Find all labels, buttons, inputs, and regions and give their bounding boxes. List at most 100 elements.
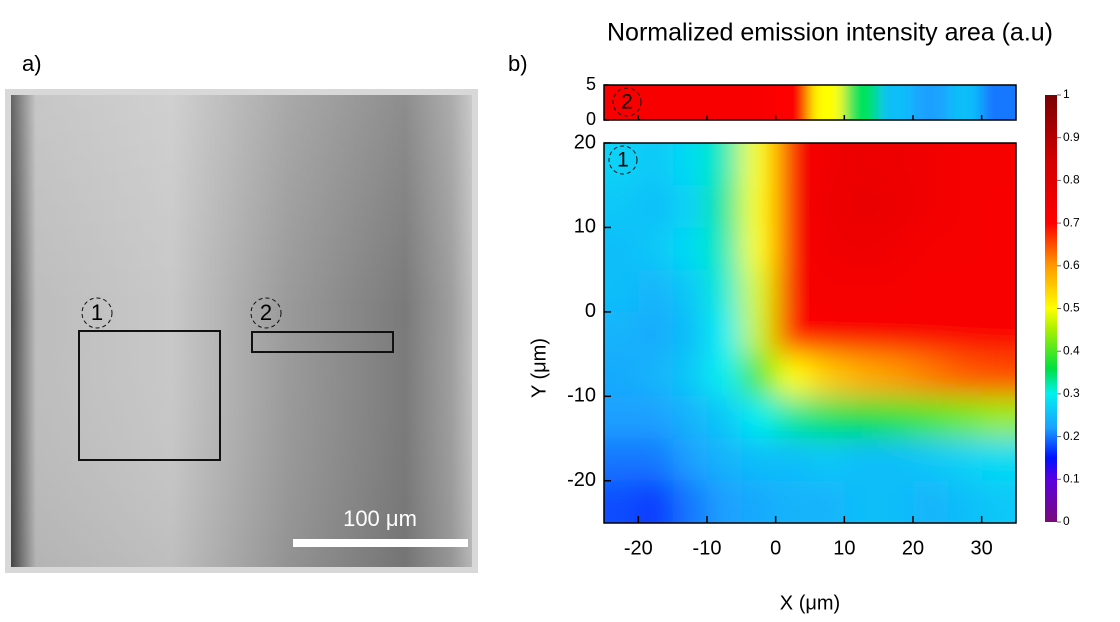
heat-cell (913, 227, 948, 271)
strip-cells (604, 85, 1016, 120)
heat-cell (775, 311, 811, 355)
heat-cell (981, 480, 1016, 523)
region-label: 1 (91, 300, 103, 325)
strip-cell (913, 85, 948, 120)
heat-cell (638, 396, 674, 440)
heat-cell (810, 143, 845, 186)
heat-cell (878, 438, 914, 482)
heat-cell (672, 227, 708, 271)
y-tick-label: 10 (574, 216, 596, 238)
heat-cell (638, 354, 674, 397)
heat-cell (604, 143, 639, 186)
heat-cell (604, 311, 639, 355)
heat-cell (604, 185, 639, 228)
y-tick-label: -10 (567, 385, 596, 407)
colorbar-tick-label: 0.3 (1063, 386, 1080, 400)
heat-cell (775, 185, 811, 228)
heat-cell (707, 227, 742, 271)
strip-cell (672, 85, 708, 120)
x-tick-label: 0 (770, 537, 781, 559)
heat-cell (810, 185, 845, 228)
strip-cell (707, 85, 742, 120)
heat-cell (844, 227, 880, 271)
region-box (251, 331, 394, 353)
colorbar-tick-label: 0.5 (1063, 301, 1080, 315)
heat-cell (638, 269, 674, 313)
strip-cell (844, 85, 880, 120)
heatmap (604, 143, 1016, 523)
colorbar-tick-label: 0.1 (1063, 471, 1080, 485)
colorbar-tick-label: 0.6 (1063, 258, 1080, 272)
scale-bar (293, 539, 468, 547)
heat-cell (844, 396, 880, 440)
region-label: 2 (621, 91, 633, 114)
chart-title: Normalized emission intensity area (a.u) (607, 19, 1053, 47)
heat-cell (981, 227, 1016, 271)
x-tick-label: 30 (971, 537, 993, 559)
colorbar-tick-label: 0.2 (1063, 429, 1080, 443)
heat-cell (638, 311, 674, 355)
heat-cell (844, 143, 880, 186)
region-box (78, 330, 221, 461)
heat-cell (810, 269, 845, 313)
heat-cell (981, 354, 1016, 397)
heat-cell (844, 269, 880, 313)
heat-cell (844, 354, 880, 397)
heat-cell (741, 143, 777, 186)
panel-label: a) (22, 51, 42, 76)
heat-cell (981, 269, 1016, 313)
heat-cell (741, 438, 777, 482)
x-tick-label: 10 (833, 537, 855, 559)
colorbar-tick-label: 0.4 (1063, 343, 1080, 357)
heat-cell (672, 480, 708, 523)
heat-cell (947, 354, 983, 397)
heat-cell (878, 311, 914, 355)
x-tick-label: -20 (624, 537, 653, 559)
heat-cell (604, 269, 639, 313)
heat-cell (638, 227, 674, 271)
strip-y-tick-label: 0 (586, 109, 596, 129)
heat-cell (672, 396, 708, 440)
micrograph-border (5, 89, 478, 573)
heat-cell (810, 354, 845, 397)
heat-cell (981, 143, 1016, 186)
heat-cell (707, 396, 742, 440)
heat-cell (741, 480, 777, 523)
region-label: 1 (617, 149, 629, 172)
heatmap-cells (604, 143, 1016, 523)
heat-cell (810, 480, 845, 523)
heat-cell (707, 269, 742, 313)
x-tick-label: 20 (902, 537, 924, 559)
heat-cell (810, 396, 845, 440)
heat-cell (878, 396, 914, 440)
heat-cell (638, 480, 674, 523)
heat-cell (707, 311, 742, 355)
heat-cell (913, 143, 948, 186)
heat-cell (947, 185, 983, 228)
heat-cell (741, 354, 777, 397)
heat-cell (913, 396, 948, 440)
region-circle (608, 145, 638, 175)
heat-cell (672, 438, 708, 482)
heat-cell (947, 480, 983, 523)
heat-cell (672, 354, 708, 397)
x-tick-label: -10 (693, 537, 722, 559)
heat-cell (672, 185, 708, 228)
heat-cell (981, 396, 1016, 440)
heat-cell (844, 311, 880, 355)
strip-cell (775, 85, 811, 120)
heat-cell (707, 438, 742, 482)
strip-heatmap (604, 85, 1016, 120)
heat-cell (810, 438, 845, 482)
y-tick-label: -20 (567, 469, 596, 491)
heat-cell (741, 396, 777, 440)
heat-cell (981, 438, 1016, 482)
heat-cell (638, 438, 674, 482)
heat-cell (878, 143, 914, 186)
heat-cell (638, 185, 674, 228)
strip-frame (603, 84, 1017, 121)
strip-cell (810, 85, 845, 120)
heat-cell (913, 269, 948, 313)
strip-cell (878, 85, 914, 120)
